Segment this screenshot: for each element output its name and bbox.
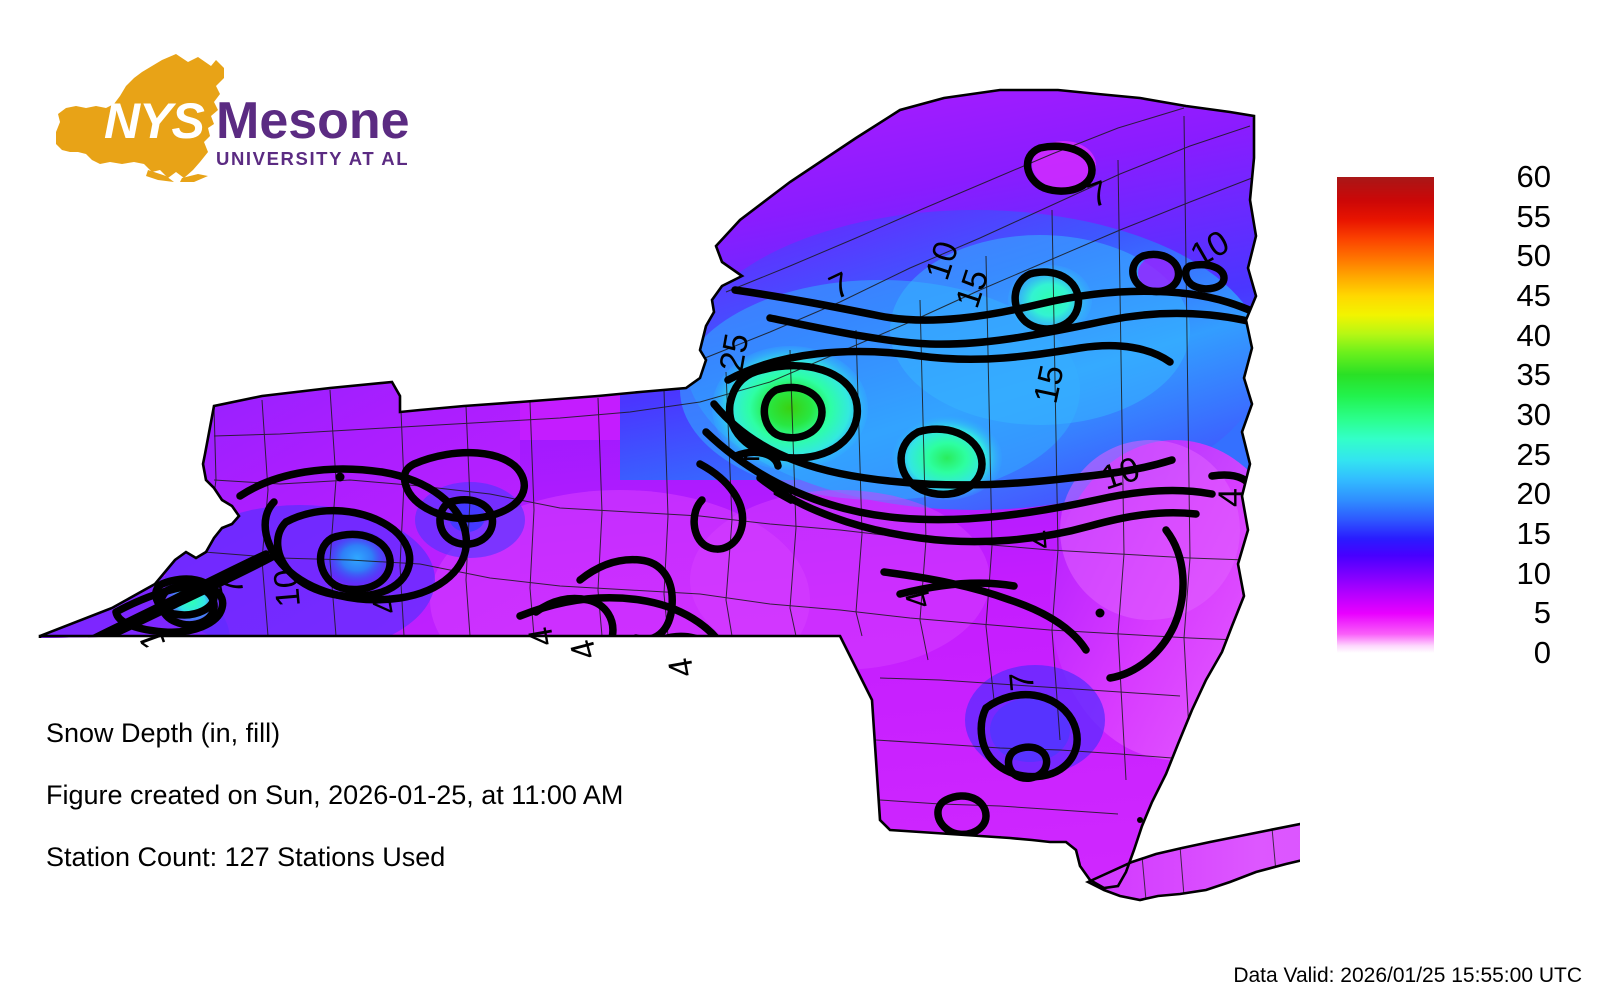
logo-nys-text: NYS bbox=[104, 93, 204, 149]
colorbar-tick-labels: 60 55 50 45 40 35 30 25 20 15 10 5 0 bbox=[1459, 157, 1569, 673]
colorbar-tick: 0 bbox=[1533, 635, 1551, 670]
contour-label: 25 bbox=[712, 331, 756, 375]
ny-state-silhouette bbox=[56, 54, 224, 182]
contour-label: 4 bbox=[563, 636, 605, 664]
data-valid-timestamp: Data Valid: 2026/01/25 15:55:00 UTC bbox=[1233, 964, 1582, 987]
colorbar-tick: 60 bbox=[1516, 159, 1551, 194]
contour-label: 7 bbox=[1002, 670, 1042, 692]
colorbar-tick: 5 bbox=[1533, 595, 1551, 631]
colorbar-gradient bbox=[1337, 177, 1434, 653]
contour-label: 10 bbox=[267, 568, 308, 609]
state-outline bbox=[38, 88, 1300, 902]
logo-subtitle-text: UNIVERSITY AT ALBANY bbox=[216, 148, 408, 169]
contour-label: 2 bbox=[742, 430, 761, 468]
station-count-text: Station Count: 127 Stations Used bbox=[46, 842, 446, 872]
figure-created-timestamp: Figure created on Sun, 2026-01-25, at 11… bbox=[46, 780, 624, 810]
contour-label: 4 bbox=[1212, 488, 1250, 507]
colorbar-tick: 50 bbox=[1516, 238, 1551, 274]
colorbar-tick: 25 bbox=[1516, 436, 1551, 472]
colorbar-tick: 35 bbox=[1516, 357, 1551, 393]
colorbar-tick: 20 bbox=[1516, 476, 1551, 512]
contour-label: 4 bbox=[661, 655, 702, 680]
caption-block: Snow Depth (in, fill) Figure created on … bbox=[46, 718, 806, 904]
snow-depth-map: 7 10 10 7 15 25 15 2 4 10 4 4 7 10 4 4 1… bbox=[0, 60, 1300, 940]
colorbar-tick: 10 bbox=[1516, 555, 1551, 591]
contour-label: 4 bbox=[766, 484, 806, 506]
station-markers bbox=[335, 472, 1143, 823]
colorbar-tick: 40 bbox=[1516, 317, 1551, 353]
logo-mesonet-text: Mesonet bbox=[216, 92, 408, 150]
contour-label: 15 bbox=[1027, 362, 1072, 407]
contour-label: 4 bbox=[1020, 528, 1060, 550]
colorbar: 60 55 50 45 40 35 30 25 20 15 10 5 0 bbox=[1337, 159, 1577, 670]
colorbar-tick: 45 bbox=[1516, 278, 1551, 313]
colorbar-tick: 55 bbox=[1516, 198, 1551, 234]
figure-title: Snow Depth (in, fill) bbox=[46, 718, 281, 748]
long-island-county-boundaries bbox=[1141, 827, 1277, 900]
colorbar-tick: 30 bbox=[1516, 397, 1551, 432]
nys-mesonet-logo: NYS Mesonet UNIVERSITY AT ALBANY bbox=[48, 52, 408, 182]
colorbar-tick: 15 bbox=[1516, 516, 1551, 551]
contour-labels: 7 10 10 7 15 25 15 2 4 10 4 4 7 10 4 4 1… bbox=[131, 173, 1250, 692]
